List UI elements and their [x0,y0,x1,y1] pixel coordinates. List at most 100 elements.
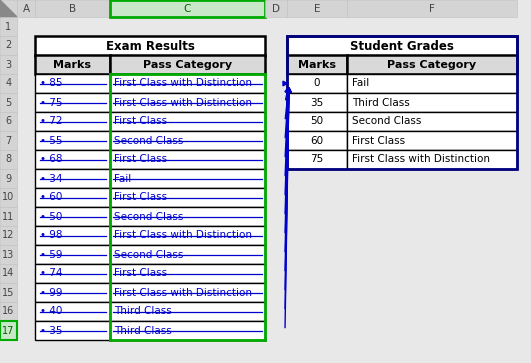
Bar [347,264,517,283]
Bar [347,207,517,226]
Bar [265,0,287,17]
Bar [287,36,517,56]
Bar [347,169,517,188]
Bar [110,74,265,93]
Bar [17,150,35,169]
Text: 1: 1 [5,21,12,32]
Bar [110,226,265,245]
Bar [110,55,265,74]
Bar [0,0,17,17]
Bar [35,93,110,112]
Text: First Class: First Class [114,192,167,203]
Bar [0,36,17,55]
Bar [17,131,35,150]
Bar [17,55,35,74]
Text: First Class with Distinction: First Class with Distinction [114,98,252,107]
Text: Pass Category: Pass Category [388,60,476,69]
Bar [110,283,265,302]
Text: • 68: • 68 [40,155,63,164]
Bar [17,74,35,93]
Text: • 55: • 55 [40,135,63,146]
Bar [287,74,347,93]
Bar [0,226,17,245]
Bar [35,302,110,321]
Text: 17: 17 [2,326,15,335]
Bar [110,302,265,321]
Bar [265,283,287,302]
Bar [265,321,287,340]
Text: 60: 60 [311,135,323,146]
Bar [35,264,110,283]
Text: • 99: • 99 [40,287,63,298]
Bar [35,17,110,36]
Text: 0: 0 [314,78,320,89]
Bar [35,74,110,93]
Text: Student Grades: Student Grades [350,40,454,53]
Bar [110,302,265,321]
Bar [287,36,517,169]
Text: B: B [69,4,76,13]
Bar [35,36,110,55]
Text: • 98: • 98 [40,231,63,241]
Bar [35,321,110,340]
Bar [35,36,265,56]
Text: Third Class: Third Class [352,98,410,107]
Bar [287,264,347,283]
Text: 8: 8 [5,155,12,164]
Text: First Class: First Class [114,155,167,164]
Text: Second Class: Second Class [114,249,183,260]
Text: First Class: First Class [114,269,167,278]
Bar [35,188,110,207]
Bar [110,93,265,112]
Bar [287,207,347,226]
Bar [17,169,35,188]
Bar [265,302,287,321]
Bar [17,245,35,264]
Bar [110,207,265,226]
Text: Marks: Marks [54,60,91,69]
Bar [35,55,110,74]
Text: Third Class: Third Class [114,306,172,317]
Bar [287,226,347,245]
Text: First Class with Distinction: First Class with Distinction [114,78,252,89]
Bar [17,264,35,283]
Bar [35,74,110,93]
Text: 35: 35 [311,98,323,107]
Text: • 59: • 59 [40,249,63,260]
Bar [110,321,265,340]
Text: 7: 7 [5,135,12,146]
Bar [110,264,265,283]
Text: • 60: • 60 [40,192,62,203]
Bar [287,245,347,264]
Text: F: F [429,4,435,13]
Text: First Class: First Class [352,135,405,146]
Bar [265,150,287,169]
Bar [110,112,265,131]
Text: C: C [184,4,191,13]
Bar [347,0,517,17]
Bar [17,112,35,131]
Bar [35,93,110,112]
Bar [110,0,265,17]
Text: 13: 13 [2,249,15,260]
Bar [265,131,287,150]
Text: Third Class: Third Class [114,326,172,335]
Bar [347,150,517,169]
Bar [35,245,110,264]
Bar [287,150,347,169]
Text: 50: 50 [311,117,323,126]
Bar [35,0,110,17]
Bar [0,17,17,36]
Bar [35,207,110,226]
Text: • 34: • 34 [40,174,63,184]
Bar [35,245,110,264]
Bar [347,131,517,150]
Bar [35,169,110,188]
Bar [110,188,265,207]
Bar [0,302,17,321]
Text: • 85: • 85 [40,78,63,89]
Text: 5: 5 [5,98,12,107]
Bar [110,169,265,188]
Text: Marks: Marks [298,60,336,69]
Text: First Class: First Class [114,117,167,126]
